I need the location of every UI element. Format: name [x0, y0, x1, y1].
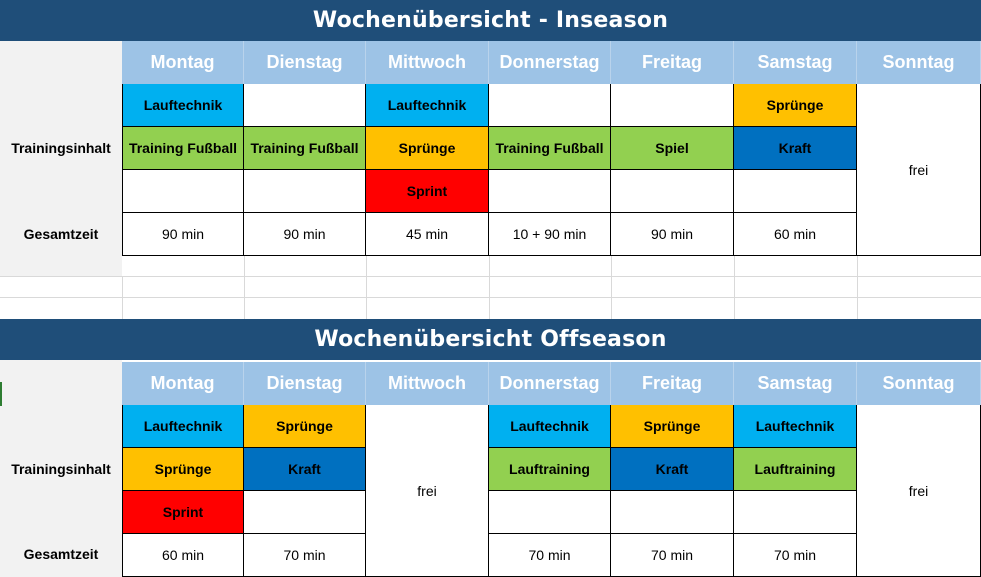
offseason-cell[interactable]: Kraft	[611, 448, 734, 491]
offseason-cell[interactable]: Lauftraining	[489, 448, 611, 491]
offseason-day-header: Freitag	[611, 362, 734, 405]
offseason-day-header: Samstag	[734, 362, 857, 405]
inseason-cell[interactable]	[244, 84, 366, 127]
offseason-day-header: Donnerstag	[489, 362, 611, 405]
grid-line	[122, 276, 123, 319]
inseason-cell[interactable]	[122, 170, 244, 213]
offseason-cell[interactable]	[244, 491, 366, 534]
inseason-row-label-content: Trainingsinhalt	[11, 140, 111, 156]
grid-line	[244, 256, 245, 319]
offseason-total-cell[interactable]: 70 min	[611, 534, 734, 577]
inseason-cell[interactable]	[611, 170, 734, 213]
offseason-cell[interactable]: Kraft	[244, 448, 366, 491]
offseason-day-header: Mittwoch	[366, 362, 489, 405]
grid-line	[734, 256, 735, 319]
inseason-cell[interactable]: Spiel	[611, 127, 734, 170]
offseason-sunday-cell[interactable]: frei	[857, 405, 981, 577]
inseason-label-column	[0, 41, 122, 276]
offseason-label-column	[0, 360, 122, 577]
inseason-total-cell[interactable]: 45 min	[366, 213, 489, 256]
inseason-day-header: Donnerstag	[489, 41, 611, 84]
offseason-row-label-content: Trainingsinhalt	[11, 461, 111, 477]
inseason-title: Wochenübersicht - Inseason	[0, 0, 981, 41]
offseason-cell[interactable]: Sprünge	[611, 405, 734, 448]
offseason-total-cell[interactable]: 60 min	[122, 534, 244, 577]
inseason-cell[interactable]	[244, 170, 366, 213]
offseason-total-cell[interactable]: 70 min	[244, 534, 366, 577]
inseason-cell[interactable]	[611, 84, 734, 127]
inseason-day-header: Sonntag	[857, 41, 981, 84]
cell-selection-marker	[0, 382, 2, 406]
grid-line	[0, 297, 981, 298]
offseason-cell[interactable]: Lauftechnik	[122, 405, 244, 448]
inseason-cell[interactable]: Training Fußball	[489, 127, 611, 170]
offseason-title: Wochenübersicht Offseason	[0, 319, 981, 360]
offseason-total-cell[interactable]: 70 min	[489, 534, 611, 577]
inseason-day-header: Montag	[122, 41, 244, 84]
inseason-cell[interactable]: Lauftechnik	[122, 84, 244, 127]
offseason-row-label-total: Gesamtzeit	[23, 546, 99, 562]
inseason-total-cell[interactable]: 10 + 90 min	[489, 213, 611, 256]
inseason-total-cell[interactable]: 90 min	[611, 213, 734, 256]
offseason-day-header: Sonntag	[857, 362, 981, 405]
inseason-sunday-cell[interactable]: frei	[857, 84, 981, 256]
offseason-day-header: Montag	[122, 362, 244, 405]
inseason-cell[interactable]: Training Fußball	[244, 127, 366, 170]
offseason-cell[interactable]: Sprünge	[122, 448, 244, 491]
offseason-cell[interactable]: Lauftraining	[734, 448, 857, 491]
inseason-day-header: Samstag	[734, 41, 857, 84]
offseason-cell[interactable]: Sprünge	[244, 405, 366, 448]
offseason-cell[interactable]: Lauftechnik	[734, 405, 857, 448]
offseason-wednesday-cell[interactable]: frei	[366, 405, 489, 577]
inseason-cell[interactable]	[489, 84, 611, 127]
inseason-day-header: Mittwoch	[366, 41, 489, 84]
offseason-cell[interactable]: Sprint	[122, 491, 244, 534]
inseason-cell[interactable]: Kraft	[734, 127, 857, 170]
inseason-cell[interactable]: Lauftechnik	[366, 84, 489, 127]
offseason-day-header: Dienstag	[244, 362, 366, 405]
inseason-day-header: Freitag	[611, 41, 734, 84]
inseason-total-cell[interactable]: 60 min	[734, 213, 857, 256]
grid-line	[489, 256, 490, 319]
grid-line	[857, 256, 858, 319]
offseason-cell[interactable]	[611, 491, 734, 534]
inseason-cell[interactable]: Training Fußball	[122, 127, 244, 170]
inseason-cell[interactable]: Sprint	[366, 170, 489, 213]
inseason-row-label-total: Gesamtzeit	[23, 226, 99, 242]
grid-line	[366, 256, 367, 319]
offseason-cell[interactable]	[489, 491, 611, 534]
inseason-cell[interactable]: Sprünge	[366, 127, 489, 170]
offseason-cell[interactable]: Lauftechnik	[489, 405, 611, 448]
offseason-cell[interactable]	[734, 491, 857, 534]
grid-line	[0, 276, 981, 277]
inseason-total-cell[interactable]: 90 min	[122, 213, 244, 256]
inseason-total-cell[interactable]: 90 min	[244, 213, 366, 256]
offseason-total-cell[interactable]: 70 min	[734, 534, 857, 577]
inseason-cell[interactable]	[734, 170, 857, 213]
inseason-day-header: Dienstag	[244, 41, 366, 84]
inseason-cell[interactable]	[489, 170, 611, 213]
inseason-cell[interactable]: Sprünge	[734, 84, 857, 127]
grid-line	[611, 256, 612, 319]
